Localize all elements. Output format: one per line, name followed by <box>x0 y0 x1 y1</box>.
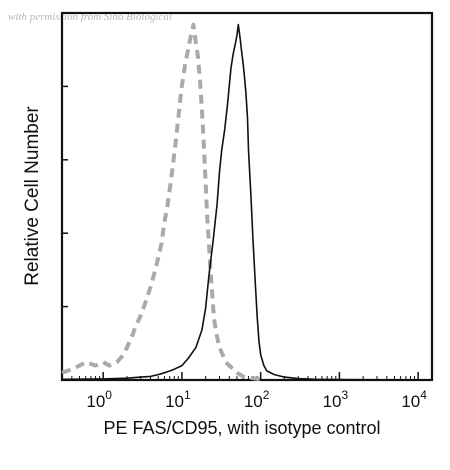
plot-frame <box>60 11 434 382</box>
y-axis-label: Relative Cell Number <box>22 106 43 286</box>
x-tick-label: 102 <box>244 388 270 411</box>
x-axis-tick-labels: 100 101 102 103 104 <box>86 388 427 411</box>
x-tick-label: 100 <box>86 388 112 411</box>
x-tick-label: 101 <box>165 388 191 411</box>
x-tick-label: 103 <box>323 388 349 411</box>
isotype-control-histogram <box>61 22 261 382</box>
x-tick-label: 104 <box>401 388 427 411</box>
fas-cd95-histogram <box>61 23 433 381</box>
x-axis-label: PE FAS/CD95, with isotype control <box>103 418 380 438</box>
